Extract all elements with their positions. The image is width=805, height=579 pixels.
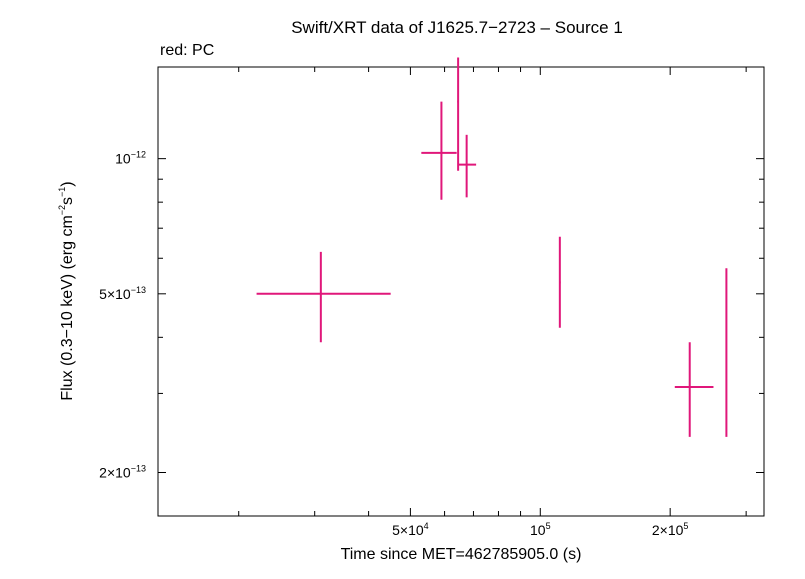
- y-axis-label-mid: s: [59, 197, 76, 205]
- data-point: [725, 268, 728, 437]
- data-point: [457, 57, 460, 171]
- x-tick-label-exponent: 4: [424, 521, 429, 531]
- chart-title: Swift/XRT data of J1625.7−2723 – Source …: [291, 18, 623, 37]
- data-point: [558, 236, 561, 328]
- y-tick-label-exponent: −13: [131, 285, 146, 295]
- y-tick-label: 2×10−13: [99, 463, 146, 480]
- y-tick-label-mantissa: 10: [115, 151, 131, 167]
- x-tick-label: 105: [530, 521, 551, 538]
- y-tick-label: 10−12: [115, 150, 146, 167]
- y-tick-label-mantissa: 5×10: [99, 286, 131, 302]
- axis-ticks: [158, 67, 764, 516]
- y-axis-label: Flux (0.3−10 keV) (erg cm−2s−1): [57, 181, 76, 400]
- y-axis-label-exp2: −1: [57, 187, 67, 197]
- x-tick-label-mantissa: 5×10: [392, 522, 424, 538]
- y-tick-label-exponent: −13: [131, 463, 146, 473]
- y-tick-label-mantissa: 2×10: [99, 464, 131, 480]
- x-tick-label-exponent: 5: [683, 521, 688, 531]
- y-tick-label: 5×10−13: [99, 285, 146, 302]
- data-point: [256, 251, 391, 343]
- y-axis-label-end: ): [59, 181, 76, 186]
- x-tick-label-mantissa: 10: [530, 522, 546, 538]
- x-tick-label: 5×104: [392, 521, 429, 538]
- x-tick-label-exponent: 5: [546, 521, 551, 531]
- data-point: [421, 101, 457, 200]
- y-tick-label-exponent: −12: [131, 150, 146, 160]
- y-axis-label-exp1: −2: [57, 205, 67, 215]
- plot-frame: [157, 66, 765, 517]
- x-tick-label: 2×105: [652, 521, 689, 538]
- x-tick-label-mantissa: 2×10: [652, 522, 684, 538]
- data-points: [256, 57, 728, 437]
- data-point: [458, 134, 477, 198]
- chart-subtitle: red: PC: [160, 42, 214, 59]
- y-axis-label-main: Flux (0.3−10 keV) (erg cm: [59, 215, 76, 400]
- x-axis-label: Time since MET=462785905.0 (s): [341, 546, 582, 563]
- data-point: [674, 342, 714, 437]
